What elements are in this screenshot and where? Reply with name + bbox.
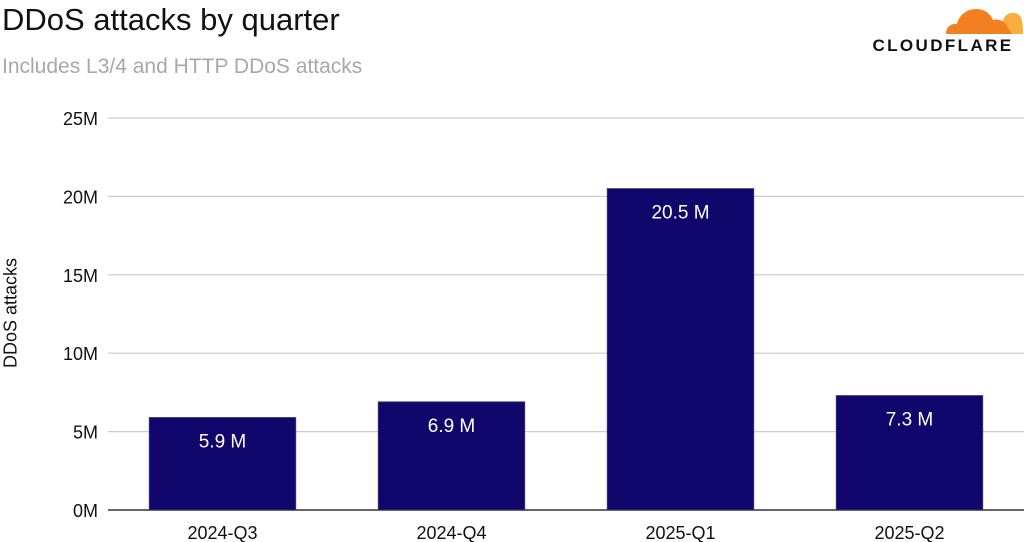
chart-subtitle: Includes L3/4 and HTTP DDoS attacks	[2, 55, 363, 78]
data-label: 6.9 M	[428, 416, 476, 437]
y-tick-label: 10M	[63, 344, 98, 364]
y-tick-label: 15M	[63, 266, 98, 286]
bar	[835, 395, 984, 511]
logo-wordmark: CLOUDFLARE	[872, 36, 1014, 55]
y-tick-label: 25M	[63, 109, 98, 129]
x-tick-label: 2024-Q3	[187, 523, 257, 542]
bar	[148, 417, 297, 511]
cloud-front-shape	[946, 9, 1012, 34]
x-tick-label: 2024-Q4	[416, 523, 486, 542]
chart-title: DDoS attacks by quarter	[2, 2, 340, 37]
data-label: 20.5 M	[651, 203, 709, 224]
data-label: 7.3 M	[886, 410, 934, 431]
cloudflare-logo: CLOUDFLARE	[862, 0, 1024, 60]
y-tick-label: 0M	[73, 501, 98, 521]
x-tick-label: 2025-Q1	[645, 523, 715, 542]
bar	[377, 401, 526, 511]
bar	[606, 188, 755, 511]
y-tick-label: 5M	[73, 423, 98, 443]
x-tick-label: 2025-Q2	[874, 523, 944, 542]
cloud-icon	[946, 9, 1023, 34]
data-label: 5.9 M	[199, 431, 247, 452]
y-tick-label: 20M	[63, 187, 98, 207]
